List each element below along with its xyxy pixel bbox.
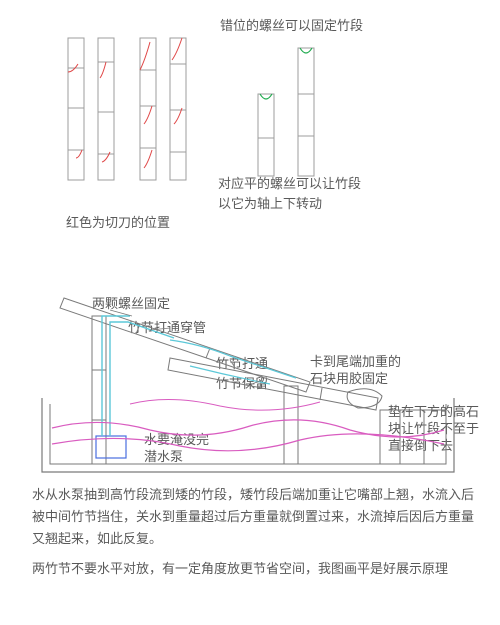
- paragraph-explanation-2: 两竹节不要水平对放，有一定角度放更节省空间，我图画平是好展示原理: [32, 558, 480, 580]
- upper-bamboo-diagram: [0, 0, 500, 240]
- lower-fountain-diagram: [0, 280, 500, 500]
